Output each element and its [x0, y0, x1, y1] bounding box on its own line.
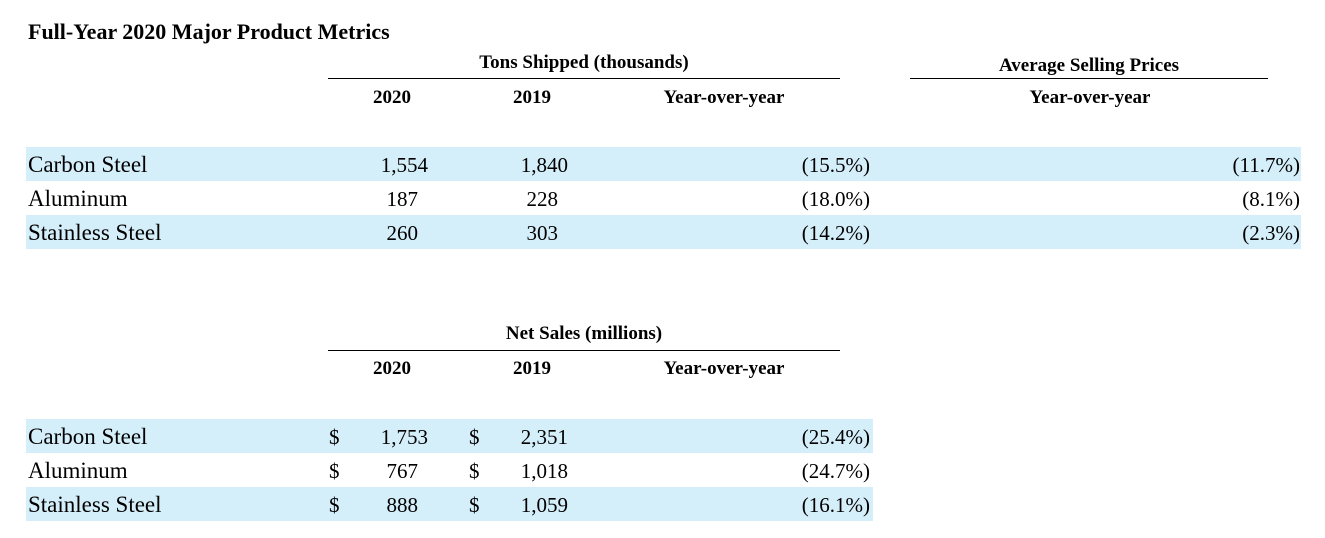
asp-yoy-value: (8.1%) [1242, 187, 1300, 211]
sales-col-2020: 2020 [373, 358, 411, 379]
asp-group-header: Average Selling Prices [998, 55, 1180, 76]
tons-yoy-value: (18.0%) [801, 187, 870, 211]
row-band [26, 419, 873, 453]
asp-header-rule [910, 78, 1268, 79]
currency-symbol: $ [329, 425, 340, 449]
sales-yoy-value: (25.4%) [801, 425, 870, 449]
tons-yoy-value: (14.2%) [801, 221, 870, 245]
tons-col-yoy: Year-over-year [663, 87, 785, 108]
row-label: Carbon Steel [28, 424, 148, 449]
tons-2019-value: 228 [526, 187, 559, 211]
sales-header-rule [328, 350, 840, 351]
sales-yoy-value: (16.1%) [801, 493, 870, 517]
tons-2019-value: 303 [526, 221, 559, 245]
sales-2020-value: 1,753 [380, 425, 428, 449]
row-band [26, 487, 873, 521]
row-label: Aluminum [28, 458, 128, 483]
tons-2019-value: 1,840 [520, 153, 568, 177]
row-label: Stainless Steel [28, 220, 162, 245]
currency-symbol: $ [329, 493, 340, 517]
page-title: Full-Year 2020 Major Product Metrics [28, 19, 390, 44]
tons-2020-value: 187 [386, 187, 419, 211]
tons-2020-value: 260 [386, 221, 419, 245]
tons-header-rule [328, 78, 840, 79]
sales-2019-value: 2,351 [520, 425, 568, 449]
currency-symbol: $ [469, 425, 480, 449]
row-label: Aluminum [28, 186, 128, 211]
row-label: Stainless Steel [28, 492, 162, 517]
sales-col-2019: 2019 [513, 358, 551, 379]
sales-2020-value: 888 [386, 493, 419, 517]
tons-col-2020: 2020 [373, 87, 411, 108]
tons-yoy-value: (15.5%) [801, 153, 870, 177]
sales-2020-value: 767 [386, 459, 419, 483]
currency-symbol: $ [469, 493, 480, 517]
tons-group-header: Tons Shipped (thousands) [479, 52, 689, 73]
asp-yoy-value: (2.3%) [1242, 221, 1300, 245]
asp-yoy-value: (11.7%) [1232, 153, 1300, 177]
row-label: Carbon Steel [28, 152, 148, 177]
asp-col-yoy: Year-over-year [1029, 87, 1151, 108]
sales-col-yoy: Year-over-year [663, 358, 785, 379]
tons-col-2019: 2019 [513, 87, 551, 108]
currency-symbol: $ [469, 459, 480, 483]
sales-2019-value: 1,018 [520, 459, 568, 483]
sales-group-header: Net Sales (millions) [505, 323, 663, 344]
row-band [26, 215, 1301, 249]
tons-2020-value: 1,554 [380, 153, 428, 177]
sales-2019-value: 1,059 [520, 493, 568, 517]
sales-yoy-value: (24.7%) [801, 459, 870, 483]
row-band [26, 147, 1301, 181]
currency-symbol: $ [329, 459, 340, 483]
